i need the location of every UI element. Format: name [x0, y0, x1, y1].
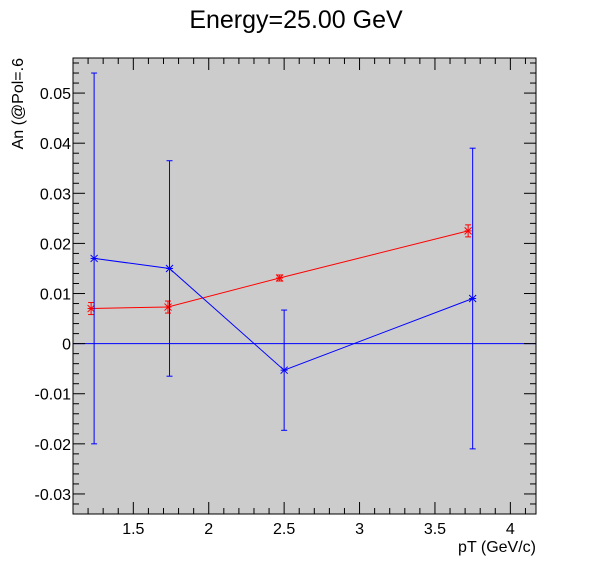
- data-point: [165, 264, 174, 273]
- data-point: [90, 254, 98, 263]
- x-tick-label: 2: [204, 521, 213, 538]
- x-tick-label: 1.5: [122, 521, 144, 538]
- y-tick-label: 0: [62, 337, 71, 354]
- data-point: [464, 227, 472, 235]
- x-tick-label: 2.5: [273, 521, 295, 538]
- y-tick-label: 0.01: [40, 287, 71, 304]
- x-tick-label: 3: [355, 521, 364, 538]
- y-tick-label: 0.05: [40, 86, 71, 103]
- y-tick-label: -0.02: [35, 437, 72, 454]
- plot-frame: [72, 57, 537, 515]
- data-point: [87, 304, 95, 313]
- x-tick-label: 4: [506, 521, 515, 538]
- series-1: [87, 224, 472, 316]
- x-tick-label: 3.5: [424, 521, 446, 538]
- series-line: [94, 257, 473, 371]
- data-point: [468, 294, 477, 303]
- series-line: [91, 230, 469, 309]
- chart-title: Energy=25.00 GeV: [189, 6, 403, 34]
- data-point: [275, 274, 284, 282]
- y-tick-label: -0.01: [35, 387, 72, 404]
- y-axis-label: An (@Pol=.6: [10, 58, 27, 150]
- y-tick-label: 0.04: [40, 136, 71, 153]
- data-point: [164, 303, 172, 311]
- y-tick-label: 0.02: [40, 236, 71, 253]
- x-axis-label: pT (GeV/c): [458, 539, 536, 556]
- series-2: [90, 72, 477, 450]
- y-tick-label: -0.03: [35, 487, 72, 504]
- y-tick-label: 0.03: [40, 186, 71, 203]
- data-point: [280, 366, 288, 375]
- plot-area: [73, 58, 536, 514]
